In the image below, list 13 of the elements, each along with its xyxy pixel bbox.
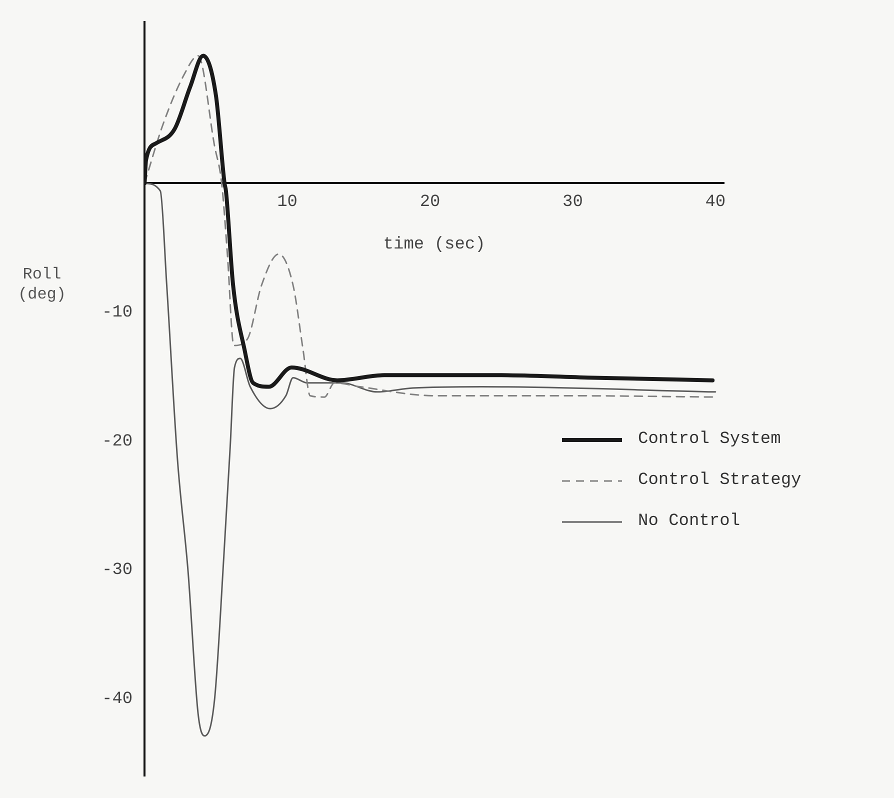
y-axis-title: Roll (deg) [18,265,66,304]
y-tick-label: -10 [102,304,133,323]
x-tick-label: 10 [277,192,298,212]
y-tick-label: -20 [102,432,133,452]
x-tick-label: 30 [562,192,583,212]
x-tick-label: 40 [705,192,726,212]
x-axis-title: time (sec) [383,235,486,254]
legend-label: Control System [638,430,781,449]
y-tick-label: -30 [102,561,133,580]
y-tick-label: -40 [102,690,133,710]
legend-label: No Control [638,512,740,531]
legend-label: Control Strategy [638,471,802,490]
x-tick-label: 20 [420,192,440,212]
